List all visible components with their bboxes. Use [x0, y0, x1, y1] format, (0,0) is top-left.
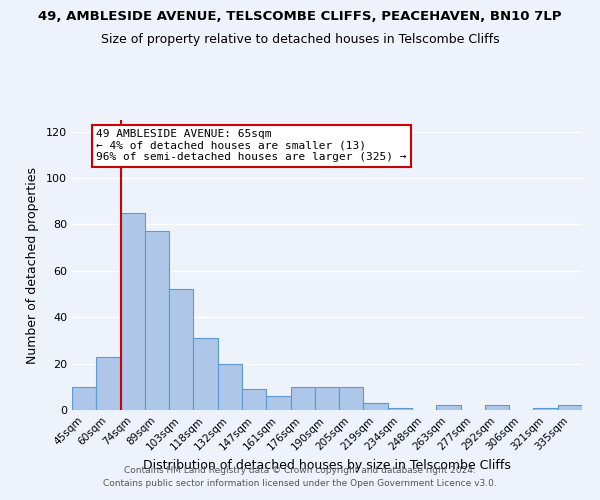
Bar — [193, 338, 218, 410]
Y-axis label: Number of detached properties: Number of detached properties — [26, 166, 39, 364]
Bar — [290, 387, 315, 410]
Bar — [315, 387, 339, 410]
Text: 49, AMBLESIDE AVENUE, TELSCOMBE CLIFFS, PEACEHAVEN, BN10 7LP: 49, AMBLESIDE AVENUE, TELSCOMBE CLIFFS, … — [38, 10, 562, 23]
Bar — [364, 403, 388, 410]
Bar — [339, 387, 364, 410]
Bar — [242, 389, 266, 410]
Bar — [266, 396, 290, 410]
X-axis label: Distribution of detached houses by size in Telscombe Cliffs: Distribution of detached houses by size … — [143, 458, 511, 471]
Bar — [169, 290, 193, 410]
Bar — [533, 408, 558, 410]
Text: Size of property relative to detached houses in Telscombe Cliffs: Size of property relative to detached ho… — [101, 32, 499, 46]
Bar — [485, 406, 509, 410]
Text: Contains HM Land Registry data © Crown copyright and database right 2024.
Contai: Contains HM Land Registry data © Crown c… — [103, 466, 497, 487]
Bar — [218, 364, 242, 410]
Bar — [436, 406, 461, 410]
Bar — [121, 213, 145, 410]
Bar — [72, 387, 96, 410]
Bar — [96, 356, 121, 410]
Bar — [388, 408, 412, 410]
Text: 49 AMBLESIDE AVENUE: 65sqm
← 4% of detached houses are smaller (13)
96% of semi-: 49 AMBLESIDE AVENUE: 65sqm ← 4% of detac… — [96, 130, 407, 162]
Bar — [558, 406, 582, 410]
Bar — [145, 232, 169, 410]
